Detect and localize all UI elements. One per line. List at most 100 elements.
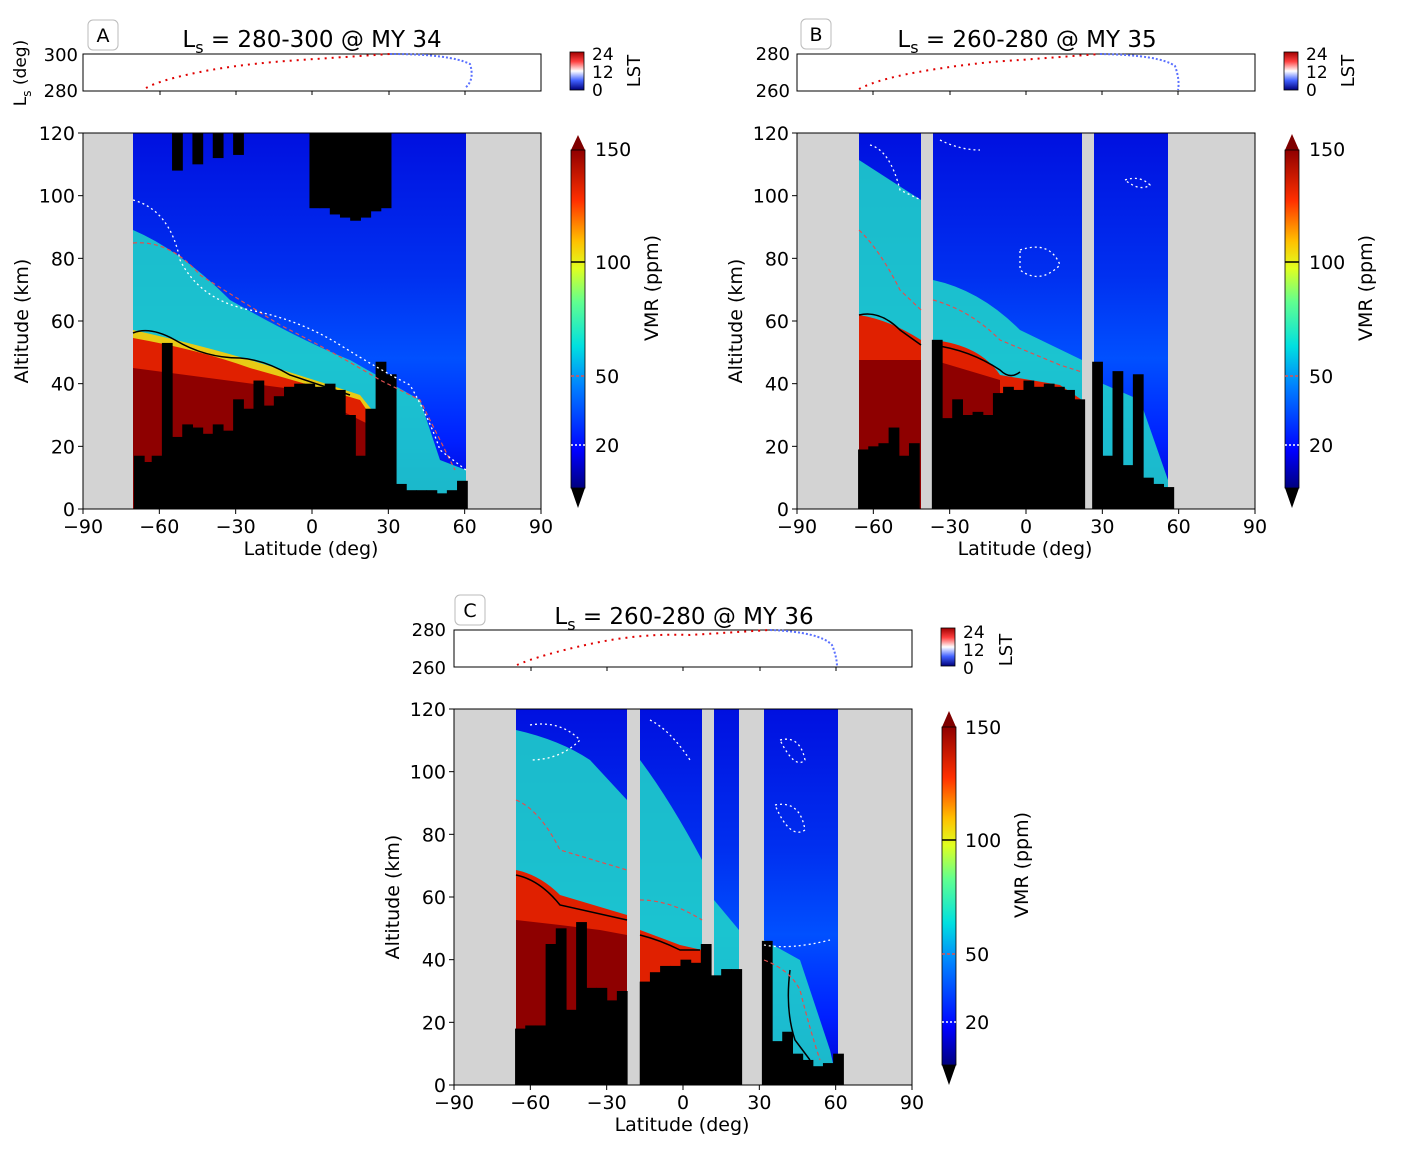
surface-column [1102, 455, 1114, 509]
surface-column [324, 383, 336, 509]
surface-column [314, 386, 326, 509]
surface-column [161, 342, 173, 509]
surface-column [772, 1041, 783, 1085]
surface-column [1023, 380, 1035, 509]
x-tick-label: 60 [1167, 516, 1191, 538]
x-tick-label: −60 [853, 516, 893, 538]
surface-column [370, 133, 382, 212]
panel-label-box [87, 19, 119, 51]
ls-track-dawn [1099, 53, 1180, 91]
surface-column [172, 133, 183, 171]
surface-column [416, 490, 428, 509]
ls-track-dusk [516, 629, 771, 666]
surface-column [931, 339, 943, 509]
vmr-tick: 20 [1309, 435, 1333, 457]
surface-column [606, 1000, 618, 1085]
surface-column [962, 415, 974, 509]
surface-column [1053, 386, 1065, 509]
x-tick-label: 0 [306, 516, 318, 538]
surface-column [535, 1025, 547, 1085]
surface-column [233, 399, 244, 509]
x-tick-label: 30 [376, 516, 400, 538]
surface-column [345, 415, 356, 509]
x-tick-label: −30 [587, 1092, 627, 1114]
lst-tick: 0 [1306, 81, 1317, 101]
y-tick-label: 20 [51, 436, 75, 458]
surface-column [1092, 361, 1103, 509]
vmr-tick: 100 [1309, 252, 1345, 274]
surface-column [446, 490, 458, 509]
y-tick-label: 40 [51, 374, 75, 396]
surface-column [1122, 465, 1134, 509]
ls-track-dusk [145, 53, 391, 89]
y-tick-label: 0 [63, 499, 75, 521]
surface-column [992, 393, 1004, 509]
surface-column [309, 133, 321, 209]
surface-column [639, 981, 651, 1085]
y-tick-label: 20 [765, 436, 789, 458]
x-axis-label: Latitude (deg) [615, 1114, 750, 1136]
y-tick-label: 80 [422, 824, 446, 846]
surface-column [273, 396, 285, 509]
surface-column [304, 383, 316, 509]
surface-column [731, 969, 743, 1085]
y-tick-label: 120 [753, 123, 789, 145]
panel-label-box [454, 594, 486, 626]
surface-column [192, 133, 204, 165]
vmr-tick: 100 [595, 252, 631, 274]
axes-b: −90 −60 −30 0 30 60 90120100806040200Latitude … [725, 123, 1267, 560]
heatmap-a [82, 132, 542, 510]
surface-column [942, 418, 953, 509]
y-axis-label: Altitude (km) [725, 259, 747, 384]
ls-track-dawn [769, 629, 838, 668]
surface-column [888, 427, 900, 509]
y-tick-label: 60 [51, 311, 75, 333]
surface-column [284, 386, 295, 509]
surface-column [616, 991, 628, 1085]
surface-column [858, 449, 869, 509]
vmr-tick: 50 [965, 944, 989, 966]
y-tick-label: 40 [765, 374, 789, 396]
surface-column [334, 389, 346, 509]
panel-title: Ls = 280-300 @ MY 34 [182, 27, 441, 57]
surface-column [212, 133, 224, 159]
y-tick-label: 0 [434, 1075, 446, 1097]
surface-column [380, 133, 392, 209]
panel-letter: B [809, 24, 822, 46]
surface-column [319, 133, 331, 209]
panel-letter: C [463, 600, 476, 622]
panel-c: C Ls = 260-280 @ MY 36 280 260 24 12 0 L… [382, 594, 1033, 1136]
x-tick-label: −60 [510, 1092, 550, 1114]
y-tick-label: 100 [39, 186, 75, 208]
lst-colorbar: 24 12 0 LST [940, 623, 1017, 679]
surface-column [833, 1053, 844, 1085]
ls-strip: 300 280 Ls (deg) [11, 40, 542, 106]
x-tick-label: 90 [900, 1092, 924, 1114]
lst-tick: 24 [1306, 45, 1328, 65]
vmr-axis-label: VMR (ppm) [1355, 235, 1377, 341]
x-tick-label: 90 [1243, 516, 1267, 538]
surface-column [525, 1025, 537, 1085]
panel-letter: A [97, 25, 110, 47]
surface-column [355, 455, 367, 509]
ls-strip: 280 260 [756, 44, 1256, 102]
lst-label: LST [996, 633, 1017, 666]
contour-50ppm [858, 229, 1083, 373]
y-tick-label: 100 [410, 762, 446, 784]
surface-column [350, 133, 361, 221]
panel-a: A Ls = 280-300 @ MY 34 300 280 Ls (deg) … [11, 19, 663, 560]
surface-column [972, 411, 984, 509]
vmr-axis-label: VMR (ppm) [1011, 812, 1033, 918]
x-axis-label: Latitude (deg) [958, 538, 1093, 560]
surface-column [515, 1028, 526, 1085]
surface-column [649, 972, 661, 1085]
surface-column [436, 493, 448, 509]
surface-column [761, 940, 773, 1085]
y-tick-label: 80 [51, 248, 75, 270]
x-tick-label: −90 [434, 1092, 474, 1114]
surface-column [339, 133, 351, 218]
surface-column [710, 975, 722, 1085]
surface-column [555, 928, 567, 1085]
heatmap-c [453, 708, 913, 1086]
